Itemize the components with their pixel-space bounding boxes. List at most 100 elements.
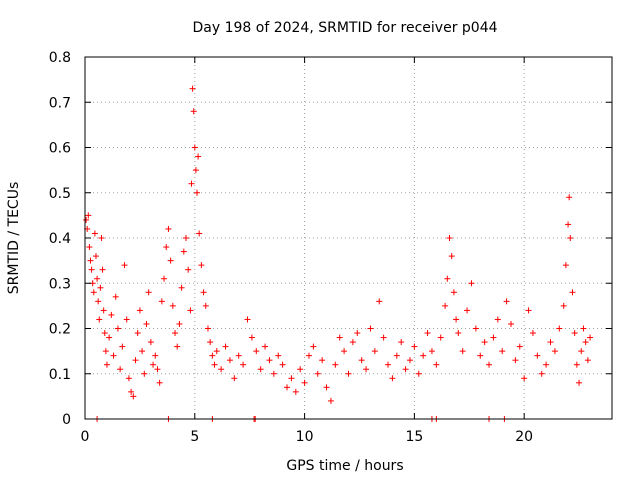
data-point	[450, 289, 457, 296]
data-point	[110, 352, 117, 359]
data-point	[132, 357, 139, 364]
data-point	[587, 334, 594, 341]
data-point	[562, 262, 569, 269]
data-point	[566, 194, 573, 201]
y-tick-label: 0.4	[49, 231, 71, 247]
data-point	[204, 325, 211, 332]
data-point	[119, 343, 126, 350]
data-point	[288, 375, 295, 382]
data-point	[86, 244, 93, 251]
data-point	[207, 339, 214, 346]
data-point	[371, 348, 378, 355]
data-point	[262, 343, 269, 350]
data-point	[167, 257, 174, 264]
data-point	[123, 316, 130, 323]
data-point	[354, 330, 361, 337]
data-point	[198, 262, 205, 269]
data-point	[235, 352, 242, 359]
data-point	[358, 357, 365, 364]
data-point	[180, 248, 187, 255]
x-tick-label: 15	[405, 429, 423, 445]
data-point	[490, 334, 497, 341]
data-point	[176, 320, 183, 327]
y-axis-label: SRMTID / TECUs	[6, 182, 22, 295]
data-point	[145, 289, 152, 296]
x-tick-label: 10	[296, 429, 314, 445]
data-point	[130, 393, 137, 400]
data-point	[147, 339, 154, 346]
grid-lines	[85, 57, 612, 419]
data-point	[398, 339, 405, 346]
data-point	[266, 357, 273, 364]
y-tick-label: 0.5	[49, 186, 71, 202]
data-point	[196, 230, 203, 237]
data-point	[332, 361, 339, 368]
data-point	[125, 375, 132, 382]
y-tick-label: 0.8	[49, 50, 71, 66]
data-point	[453, 316, 460, 323]
data-point	[141, 370, 148, 377]
data-point	[95, 298, 102, 305]
data-point	[92, 253, 99, 260]
data-point	[297, 366, 304, 373]
chart-title: Day 198 of 2024, SRMTID for receiver p04…	[192, 20, 497, 36]
data-point	[108, 311, 115, 318]
data-point	[547, 339, 554, 346]
data-point	[310, 343, 317, 350]
data-point	[202, 302, 209, 309]
data-point	[172, 330, 179, 337]
data-point	[582, 339, 589, 346]
data-points	[83, 85, 594, 422]
data-point	[244, 316, 251, 323]
data-point	[512, 357, 519, 364]
data-point	[411, 343, 418, 350]
data-point	[341, 348, 348, 355]
data-point	[213, 348, 220, 355]
data-point	[428, 348, 435, 355]
data-point	[389, 375, 396, 382]
data-point	[114, 325, 121, 332]
data-point	[209, 352, 216, 359]
data-point	[424, 330, 431, 337]
data-point	[83, 216, 90, 223]
data-point	[551, 348, 558, 355]
data-point	[494, 316, 501, 323]
y-tick-label: 0.7	[49, 95, 71, 111]
data-point	[576, 379, 583, 386]
data-point	[472, 325, 479, 332]
data-point	[301, 379, 308, 386]
data-point	[121, 262, 128, 269]
data-point	[195, 153, 202, 160]
y-tick-label: 0.6	[49, 141, 71, 157]
data-point	[189, 85, 196, 92]
data-point	[174, 343, 181, 350]
data-point	[578, 348, 585, 355]
data-point	[257, 366, 264, 373]
data-point	[97, 284, 104, 291]
data-point	[459, 348, 466, 355]
data-point	[270, 370, 277, 377]
data-point	[543, 361, 550, 368]
data-point	[455, 330, 462, 337]
data-point	[385, 361, 392, 368]
y-tick-label: 0	[62, 412, 71, 428]
data-point	[437, 334, 444, 341]
plot-frame	[84, 56, 613, 420]
data-point	[569, 289, 576, 296]
data-point	[376, 298, 383, 305]
data-point	[305, 352, 312, 359]
data-point	[154, 366, 161, 373]
data-point	[580, 325, 587, 332]
data-point	[143, 320, 150, 327]
data-point	[292, 388, 299, 395]
data-point	[218, 366, 225, 373]
data-point	[442, 302, 449, 309]
data-point	[193, 189, 200, 196]
data-point	[499, 348, 506, 355]
data-point	[136, 307, 143, 314]
data-point	[117, 366, 124, 373]
data-point	[90, 289, 97, 296]
data-point	[226, 357, 233, 364]
data-point	[323, 384, 330, 391]
